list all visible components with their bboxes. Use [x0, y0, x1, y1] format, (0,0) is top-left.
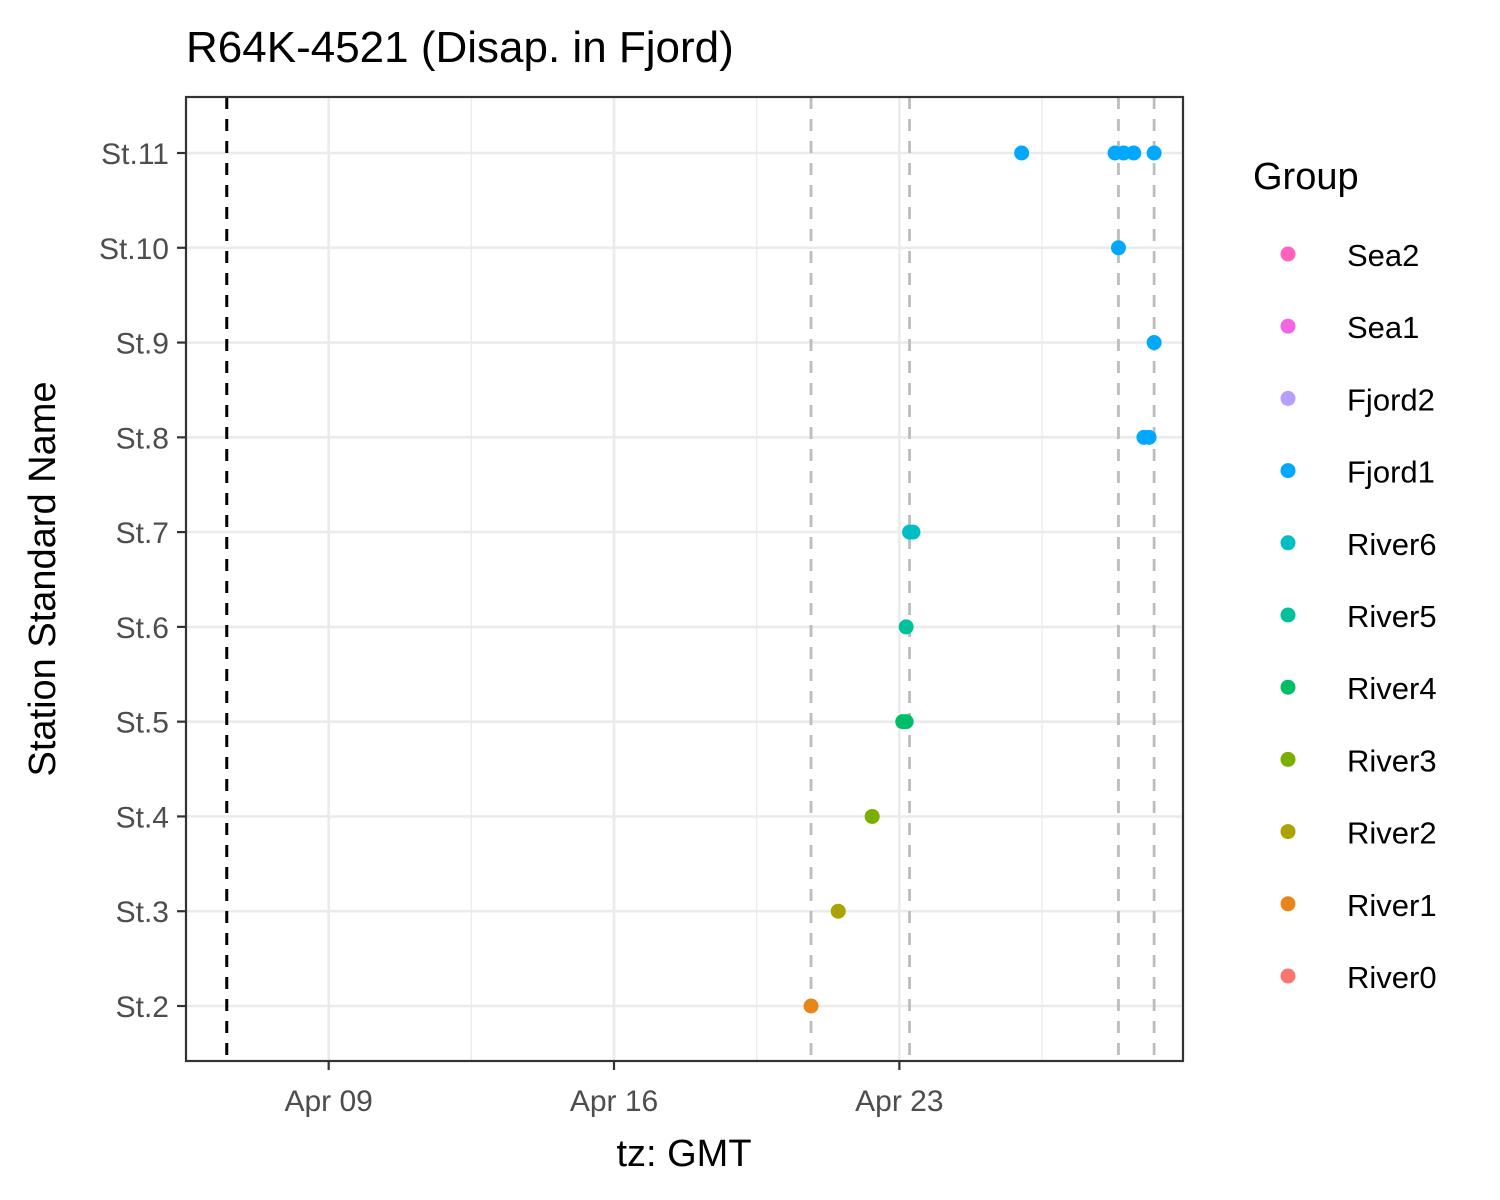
- legend-title: Group: [1253, 156, 1359, 198]
- legend-key-river5: [1280, 607, 1296, 623]
- x-axis-title: tz: GMT: [616, 1133, 751, 1175]
- point-fjord1: [1146, 335, 1162, 351]
- legend-label-sea1: Sea1: [1347, 310, 1419, 345]
- legend-label-river1: River1: [1347, 888, 1437, 923]
- y-tick-label: St.2: [116, 991, 169, 1024]
- point-river1: [803, 998, 819, 1014]
- point-river3: [864, 808, 880, 824]
- y-tick-label: St.4: [116, 801, 169, 834]
- x-axis-ticks: Apr 09 Apr 16 Apr 23: [284, 1061, 944, 1118]
- point-river5: [898, 619, 914, 635]
- legend: Group Sea2 Sea1 Fjord2 Fjord1 River6 River5 Ri…: [1253, 156, 1437, 995]
- point-fjord1: [1126, 145, 1142, 161]
- legend-label-river4: River4: [1347, 671, 1437, 706]
- legend-label-river3: River3: [1347, 743, 1437, 778]
- point-fjord1: [1014, 145, 1030, 161]
- y-axis-title: Station Standard Name: [22, 381, 64, 776]
- y-tick-label: St.6: [116, 612, 169, 645]
- x-tick-label: Apr 16: [570, 1085, 658, 1118]
- y-tick-label: St.10: [99, 233, 169, 266]
- legend-key-river0: [1280, 968, 1296, 984]
- grid: [186, 97, 1183, 1061]
- legend-key-fjord2: [1280, 390, 1296, 406]
- legend-key-sea1: [1280, 318, 1296, 334]
- point-river4: [898, 714, 914, 730]
- legend-key-sea2: [1280, 246, 1296, 262]
- reference-lines: [225, 97, 1156, 1061]
- point-fjord1: [1110, 240, 1126, 256]
- legend-label-river5: River5: [1347, 599, 1437, 634]
- point-fjord1: [1146, 145, 1162, 161]
- legend-label-river0: River0: [1347, 960, 1437, 995]
- point-river6: [905, 524, 921, 540]
- x-tick-label: Apr 23: [855, 1085, 943, 1118]
- y-tick-label: St.5: [116, 707, 169, 740]
- y-axis-ticks: St.2 St.3 St.4 St.5 St.6 St.7 St.8 St.9 St.10 St.…: [99, 138, 186, 1024]
- point-river2: [830, 903, 846, 919]
- y-tick-label: St.9: [116, 328, 169, 361]
- legend-key-river6: [1280, 535, 1296, 551]
- legend-label-sea2: Sea2: [1347, 238, 1419, 273]
- legend-label-river2: River2: [1347, 816, 1437, 851]
- legend-key-river4: [1280, 679, 1296, 695]
- x-tick-label: Apr 09: [284, 1085, 372, 1118]
- legend-key-river1: [1280, 896, 1296, 912]
- legend-key-fjord1: [1280, 463, 1296, 479]
- legend-label-fjord2: Fjord2: [1347, 382, 1435, 417]
- plot-panel-border: [184, 95, 1185, 1063]
- legend-label-fjord1: Fjord1: [1347, 455, 1435, 490]
- chart-title: R64K-4521 (Disap. in Fjord): [186, 23, 734, 72]
- legend-key-river3: [1280, 751, 1296, 767]
- y-tick-label: St.7: [116, 517, 169, 550]
- y-tick-label: St.3: [116, 896, 169, 929]
- y-tick-label: St.8: [116, 422, 169, 455]
- legend-key-river2: [1280, 824, 1296, 840]
- data-points: [803, 145, 1162, 1014]
- y-tick-label: St.11: [101, 138, 169, 171]
- point-fjord1: [1141, 429, 1157, 445]
- legend-label-river6: River6: [1347, 527, 1437, 562]
